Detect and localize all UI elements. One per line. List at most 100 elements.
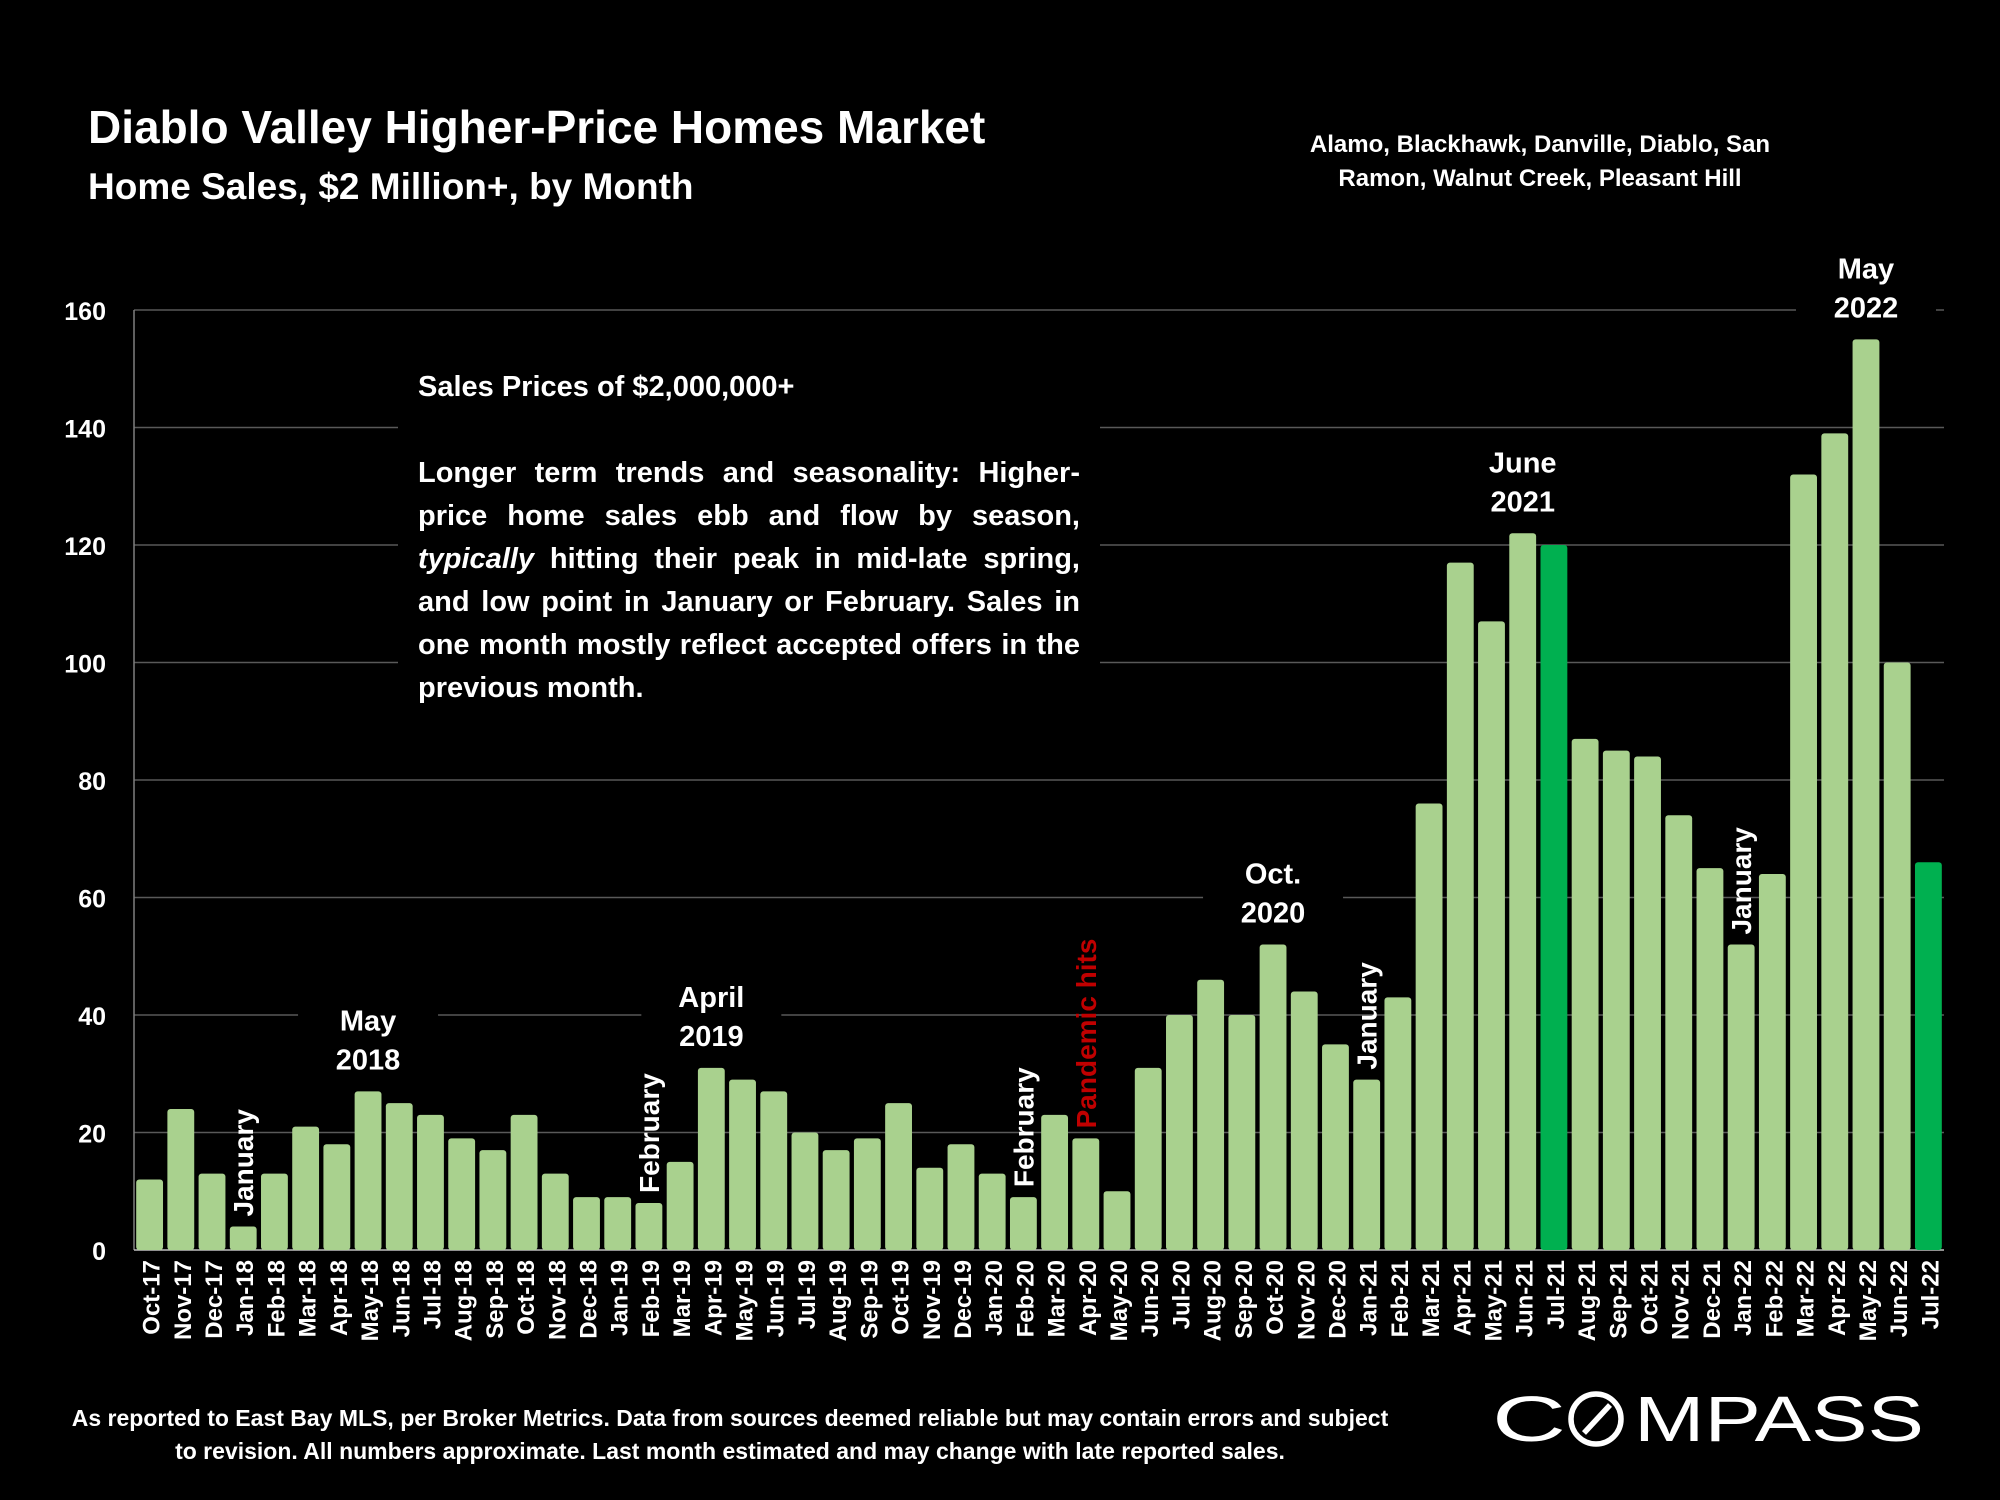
x-tick-label: Aug-21 (1574, 1260, 1601, 1341)
bar-Dec-20 (1322, 1044, 1349, 1250)
bar-Jul-21 (1540, 545, 1568, 1250)
compass-logo: C MPASS (1492, 1384, 1924, 1454)
bar-Apr-22 (1821, 433, 1849, 1250)
annotation-label: January (228, 1109, 259, 1217)
bar-Sep-20 (1228, 1015, 1256, 1250)
x-tick-label: Apr-19 (700, 1260, 727, 1336)
x-tick-label: May-19 (732, 1260, 759, 1341)
bar-Mar-21 (1415, 803, 1443, 1250)
bar-Oct-18 (510, 1114, 538, 1250)
x-tick-label: Feb-20 (1012, 1260, 1039, 1337)
x-tick-label: Dec-17 (201, 1260, 228, 1339)
x-tick-label: Oct-17 (139, 1260, 166, 1335)
x-tick-label: Apr-22 (1824, 1260, 1851, 1336)
bar-Aug-18 (448, 1138, 476, 1250)
annotation-backdrop (641, 971, 782, 1062)
bar-Aug-20 (1197, 979, 1225, 1250)
x-tick-label: Oct-20 (1262, 1260, 1289, 1335)
bar-Feb-19 (635, 1203, 663, 1250)
x-tick-label: Dec-19 (950, 1260, 977, 1339)
notes-body-start: Longer term trends and seasonality: High… (418, 457, 1080, 532)
annotation-label: Pandemic hits (1071, 939, 1102, 1129)
x-tick-label: Apr-18 (326, 1260, 353, 1336)
x-tick-label: May-18 (357, 1260, 384, 1341)
x-tick-label: Jun-18 (388, 1260, 415, 1337)
x-tick-label: Jun-20 (1137, 1260, 1164, 1337)
bar-Jan-21 (1353, 1079, 1381, 1250)
region-list: Alamo, Blackhawk, Danville, Diablo, San … (1309, 131, 1771, 192)
bar-Jun-18 (385, 1103, 413, 1250)
x-tick-label: Oct-19 (888, 1260, 915, 1335)
bar-Feb-18 (261, 1173, 288, 1250)
bar-Jan-20 (978, 1173, 1006, 1250)
annotation-backdrop (298, 995, 439, 1086)
x-tick-label: Aug-19 (825, 1260, 852, 1341)
x-tick-label: Feb-22 (1761, 1260, 1788, 1337)
bar-Nov-21 (1665, 815, 1693, 1250)
x-tick-label: Feb-19 (638, 1260, 665, 1337)
y-tick-label: 0 (92, 1238, 106, 1266)
x-tick-label: Mar-19 (669, 1260, 696, 1337)
x-tick-label: Mar-20 (1044, 1260, 1071, 1337)
x-tick-label: Nov-19 (919, 1260, 946, 1340)
annotation-label: April 2019 (678, 982, 744, 1053)
x-tick-label: Feb-18 (263, 1260, 290, 1337)
bar-Dec-21 (1696, 868, 1724, 1250)
x-tick-label: Oct-21 (1637, 1260, 1664, 1335)
x-tick-label: Jul-20 (1168, 1260, 1195, 1329)
y-tick-label: 160 (64, 298, 106, 326)
bar-Oct-21 (1634, 756, 1661, 1250)
y-tick-label: 120 (64, 533, 106, 561)
x-tick-label: Jul-22 (1917, 1260, 1944, 1329)
annotation-label: May 2018 (336, 1005, 401, 1076)
notes-box: Sales Prices of $2,000,000+ Longer term … (398, 358, 1100, 716)
bar-chart: 0 20 40 60 80 100 120 140 160 Oct-17 Nov-17 Dec-17… (64, 243, 1945, 1342)
notes-body: Longer term trends and seasonality: High… (418, 452, 1080, 710)
bar-Jan-18 (229, 1226, 257, 1250)
svg-text:C: C (1492, 1384, 1566, 1454)
bar-Oct-20 (1259, 944, 1287, 1250)
bar-Mar-18 (292, 1126, 320, 1250)
notes-body-emphasis: typically (418, 543, 535, 575)
bar-Mar-20 (1041, 1114, 1069, 1250)
y-tick-label: 20 (78, 1121, 106, 1149)
annotation-backdrop (1203, 848, 1344, 939)
x-tick-label: Nov-18 (544, 1260, 571, 1340)
x-tick-label: Jul-21 (1543, 1260, 1570, 1329)
bar-Feb-22 (1758, 874, 1786, 1250)
x-tick-label: Mar-22 (1793, 1260, 1820, 1337)
x-tick-label: Sep-21 (1605, 1260, 1632, 1339)
notes-heading: Sales Prices of $2,000,000+ (418, 371, 795, 403)
annotation-label: May 2022 (1834, 253, 1899, 324)
svg-text:MPASS: MPASS (1634, 1384, 1924, 1454)
x-tick-label: May-22 (1855, 1260, 1882, 1341)
bar-Jun-19 (760, 1091, 788, 1250)
x-tick-label: May-21 (1481, 1260, 1508, 1341)
bar-May-18 (354, 1091, 382, 1250)
x-tick-label: Jun-21 (1512, 1260, 1539, 1337)
x-tick-label: Apr-21 (1449, 1260, 1476, 1336)
x-tick-label: Jan-22 (1730, 1260, 1757, 1336)
bar-Sep-21 (1602, 750, 1630, 1250)
x-tick-label: Sep-20 (1231, 1260, 1258, 1339)
bar-Oct-19 (885, 1103, 912, 1250)
bar-May-19 (729, 1079, 756, 1250)
bar-Jul-19 (791, 1132, 819, 1250)
bar-Dec-17 (198, 1173, 226, 1250)
bar-Jul-22 (1914, 862, 1942, 1250)
x-tick-label: Mar-18 (295, 1260, 322, 1337)
y-tick-label: 100 (64, 651, 106, 679)
x-tick-label: Jan-19 (607, 1260, 634, 1336)
bar-Sep-19 (853, 1138, 881, 1250)
x-tick-label: Jun-19 (763, 1260, 790, 1337)
x-tick-label: Jan-20 (981, 1260, 1008, 1336)
y-tick-label: 140 (64, 416, 106, 444)
y-tick-label: 80 (78, 768, 106, 796)
notes-body-end: hitting their peak in mid-late spring, a… (418, 543, 1080, 704)
bar-Mar-19 (666, 1161, 694, 1250)
annotation-backdrop (1795, 243, 1936, 334)
bar-Jun-21 (1509, 533, 1537, 1250)
x-tick-label: Jun-22 (1886, 1260, 1913, 1337)
bar-Dec-18 (573, 1197, 600, 1250)
compass-o-slash-icon (1568, 1391, 1624, 1447)
